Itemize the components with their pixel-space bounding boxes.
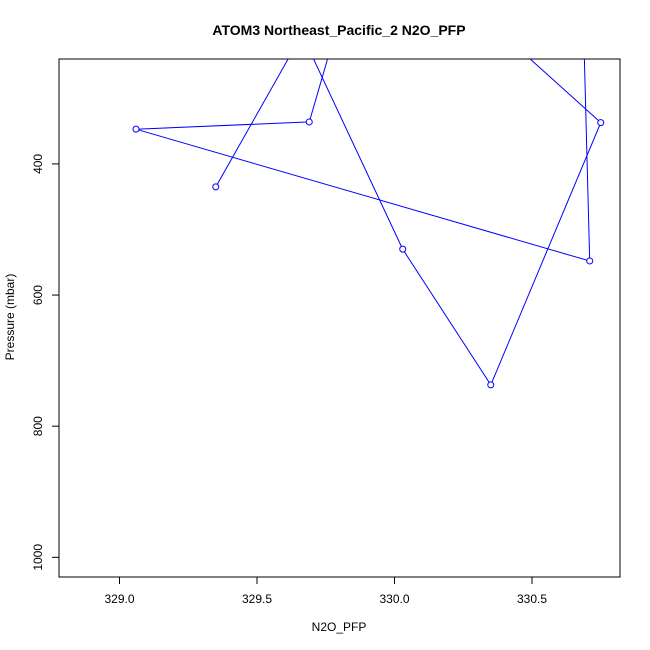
- data-point-0-5: [597, 119, 605, 127]
- data-point-0-9: [132, 125, 140, 133]
- series-line-0: [135, 59, 602, 386]
- data-point-0-0: [212, 183, 220, 191]
- series-group: [132, 59, 605, 389]
- y-tick-label-1: 600: [31, 285, 45, 305]
- x-tick-label-0: 329.0: [104, 592, 134, 606]
- data-point-0-3: [399, 245, 407, 253]
- data-point-0-8: [586, 257, 594, 265]
- chart-title: ATOM3 Northeast_Pacific_2 N2O_PFP: [212, 22, 465, 38]
- plot-layer: 329.0 329.5 330.0 330.5 400 600 800 1000: [31, 58, 621, 606]
- data-point-0-10: [305, 118, 313, 126]
- x-tick-label-2: 330.0: [379, 592, 409, 606]
- y-tick-label-3: 1000: [31, 544, 45, 571]
- x-tick-label-1: 329.5: [242, 592, 272, 606]
- plot-frame: [58, 58, 621, 578]
- x-axis-label: N2O_PFP: [312, 620, 367, 634]
- y-tick-label-0: 400: [31, 154, 45, 174]
- data-point-0-4: [487, 381, 495, 389]
- x-tick-label-3: 330.5: [517, 592, 547, 606]
- y-tick-label-2: 800: [31, 416, 45, 436]
- y-axis-label: Pressure (mbar): [3, 274, 17, 361]
